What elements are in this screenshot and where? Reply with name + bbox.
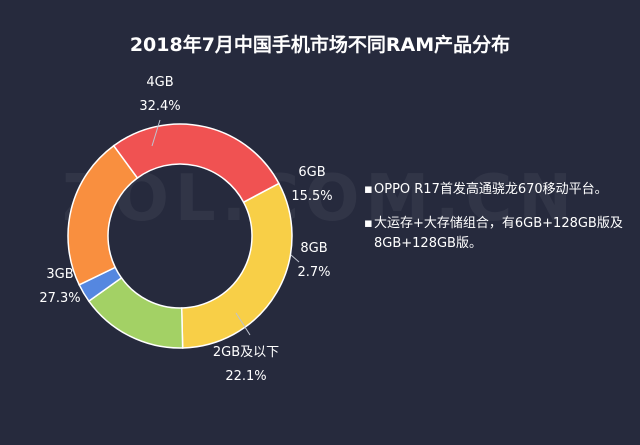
notes-panel: ▪ OPPO R17首发高通骁龙670移动平台。 ▪ 大运存+大存储组合，有6G…	[364, 180, 634, 268]
note-item: ▪ OPPO R17首发高通骁龙670移动平台。	[364, 180, 634, 200]
slice-value-label: 2.7%	[297, 265, 330, 280]
bullet-icon: ▪	[364, 216, 373, 231]
leader-line-2GB及以下	[235, 312, 251, 336]
donut-slice-2GB及以下	[67, 144, 139, 286]
watermark: ZOL.COM.CN	[62, 162, 578, 236]
donut-slice-4GB	[180, 182, 293, 349]
leader-line-8GB	[290, 254, 300, 263]
leader-lines	[151, 119, 300, 336]
slice-value-label: 15.5%	[291, 189, 332, 204]
slice-labels: 4GB 32.4% 6GB 15.5% 8GB 2.7% 2GB及以下 22.1% 3GB 27.…	[39, 75, 332, 384]
slice-category-label: 8GB	[300, 241, 327, 256]
slice-value-label: 32.4%	[139, 99, 180, 114]
slice-category-label: 3GB	[46, 267, 73, 282]
chart-title: 2018年7月中国手机市场不同RAM产品分布	[129, 34, 511, 56]
donut-slices	[67, 123, 293, 349]
bullet-icon: ▪	[364, 182, 373, 197]
leader-line-4GB	[151, 119, 161, 147]
note-item: ▪ 大运存+大存储组合，有6GB+128GB版及8GB+128GB版。	[364, 214, 634, 254]
slice-category-label: 2GB及以下	[213, 345, 279, 360]
slice-value-label: 27.3%	[39, 291, 80, 306]
note-text: OPPO R17首发高通骁龙670移动平台。	[374, 182, 608, 197]
slice-value-label: 22.1%	[225, 369, 266, 384]
slice-category-label: 6GB	[298, 165, 325, 180]
slice-category-label: 4GB	[146, 75, 173, 90]
note-text: 大运存+大存储组合，有6GB+128GB版及8GB+128GB版。	[374, 216, 623, 251]
donut-slice-3GB	[112, 123, 280, 204]
